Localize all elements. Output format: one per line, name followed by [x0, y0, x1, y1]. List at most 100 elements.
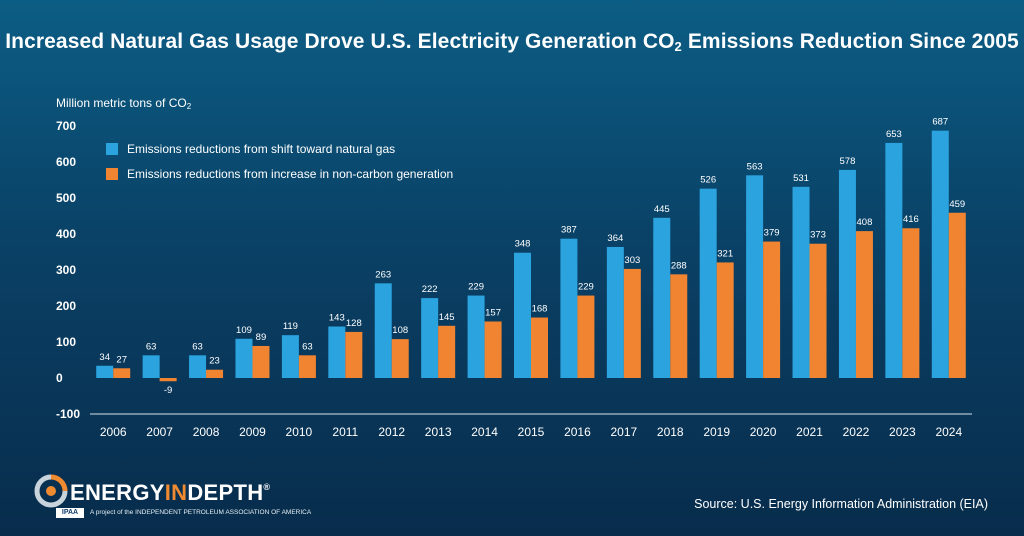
- bar-natural-gas: [374, 283, 392, 378]
- data-label: -9: [164, 385, 172, 396]
- data-label: 34: [99, 352, 110, 363]
- logo-tagline: A project of the INDEPENDENT PETROLEUM A…: [90, 509, 312, 516]
- bar-non-carbon: [855, 231, 873, 378]
- data-label: 89: [256, 332, 267, 343]
- bar-natural-gas: [467, 295, 485, 378]
- data-label: 128: [346, 318, 362, 329]
- bar-non-carbon: [391, 339, 409, 378]
- bar-natural-gas: [792, 186, 810, 378]
- bar-natural-gas: [653, 217, 671, 378]
- x-tick-label: 2022: [843, 425, 870, 439]
- x-tick-label: 2019: [703, 425, 730, 439]
- bar-natural-gas: [838, 169, 856, 378]
- data-label: 416: [903, 214, 919, 225]
- x-tick-label: 2018: [657, 425, 684, 439]
- y-tick-label: 400: [56, 227, 76, 241]
- bar-natural-gas: [189, 355, 207, 378]
- data-label: 445: [654, 204, 670, 215]
- data-label: 288: [671, 260, 687, 271]
- x-tick-label: 2023: [889, 425, 916, 439]
- energy-in-depth-logo: ENERGYINDEPTH® IPAA A project of the IND…: [34, 474, 364, 524]
- logo-wordmark: ENERGYINDEPTH®: [70, 480, 271, 505]
- data-label: 563: [747, 161, 763, 172]
- data-label: 373: [810, 230, 826, 241]
- x-tick-label: 2024: [935, 425, 962, 439]
- ipaa-badge: IPAA: [56, 508, 84, 518]
- x-tick-label: 2016: [564, 425, 591, 439]
- bar-non-carbon: [252, 345, 270, 378]
- bar-non-carbon: [438, 325, 456, 378]
- data-label: 348: [515, 239, 531, 250]
- bar-natural-gas: [281, 335, 299, 378]
- bar-non-carbon: [206, 369, 224, 378]
- data-label: 63: [146, 341, 157, 352]
- x-tick-label: 2014: [471, 425, 498, 439]
- x-tick-label: 2021: [796, 425, 823, 439]
- data-label: 108: [392, 325, 408, 336]
- x-tick-label: 2007: [146, 425, 173, 439]
- x-tick-label: 2006: [100, 425, 127, 439]
- x-tick-label: 2020: [750, 425, 777, 439]
- bar-non-carbon: [670, 274, 688, 378]
- bar-natural-gas: [560, 238, 578, 378]
- bar-non-carbon: [484, 321, 502, 378]
- legend-item-non-carbon: Emissions reductions from increase in no…: [106, 167, 453, 181]
- data-label: 109: [236, 325, 252, 336]
- bar-natural-gas: [606, 246, 624, 378]
- data-label: 157: [485, 307, 501, 318]
- legend-swatch-natural-gas: [106, 143, 118, 155]
- bar-non-carbon: [577, 295, 595, 378]
- data-label: 653: [886, 129, 902, 140]
- bar-natural-gas: [699, 188, 717, 378]
- data-label: 379: [764, 228, 780, 239]
- data-label: 303: [624, 255, 640, 266]
- bar-non-carbon: [345, 331, 363, 378]
- bar-non-carbon: [763, 241, 781, 378]
- y-axis-unit-label: Million metric tons of CO2: [56, 96, 192, 111]
- bar-non-carbon: [159, 378, 177, 382]
- x-tick-label: 2011: [332, 425, 358, 439]
- bar-natural-gas: [142, 355, 160, 378]
- y-tick-label: 600: [56, 155, 76, 169]
- logo-swirl-icon: [34, 474, 68, 508]
- legend-item-natural-gas: Emissions reductions from shift toward n…: [106, 142, 453, 156]
- data-label: 526: [700, 175, 716, 186]
- source-note: Source: U.S. Energy Information Administ…: [694, 497, 988, 511]
- x-tick-label: 2009: [239, 425, 266, 439]
- bar-non-carbon: [113, 368, 131, 378]
- legend: Emissions reductions from shift toward n…: [106, 142, 453, 192]
- bar-non-carbon: [531, 317, 548, 378]
- y-tick-label: 700: [56, 119, 76, 133]
- bar-natural-gas: [235, 338, 253, 378]
- bar-non-carbon: [298, 355, 316, 378]
- y-tick-label: 300: [56, 263, 76, 277]
- bar-natural-gas: [514, 252, 531, 378]
- data-label: 63: [192, 341, 203, 352]
- bar-non-carbon: [902, 228, 920, 378]
- data-label: 531: [793, 173, 809, 184]
- data-label: 119: [283, 321, 298, 332]
- data-label: 263: [375, 269, 391, 280]
- bar-non-carbon: [623, 268, 641, 378]
- data-label: 27: [116, 354, 127, 365]
- bar-non-carbon: [809, 243, 827, 378]
- legend-label-natural-gas: Emissions reductions from shift toward n…: [127, 142, 396, 156]
- bar-natural-gas: [746, 175, 764, 378]
- bar-natural-gas: [885, 142, 903, 378]
- x-tick-label: 2010: [286, 425, 313, 439]
- chart-title: Increased Natural Gas Usage Drove U.S. E…: [5, 30, 1019, 54]
- y-tick-label: 0: [56, 371, 63, 385]
- legend-label-non-carbon: Emissions reductions from increase in no…: [127, 167, 454, 181]
- data-label: 459: [949, 199, 965, 210]
- data-label: 143: [329, 313, 345, 324]
- data-label: 63: [302, 341, 313, 352]
- y-tick-label: 100: [56, 335, 76, 349]
- legend-swatch-non-carbon: [106, 168, 118, 180]
- y-tick-label: 200: [56, 299, 76, 313]
- bar-non-carbon: [948, 212, 966, 378]
- x-tick-label: 2015: [518, 425, 545, 439]
- data-label: 23: [209, 356, 220, 367]
- data-label: 578: [840, 156, 856, 167]
- data-label: 687: [932, 117, 948, 128]
